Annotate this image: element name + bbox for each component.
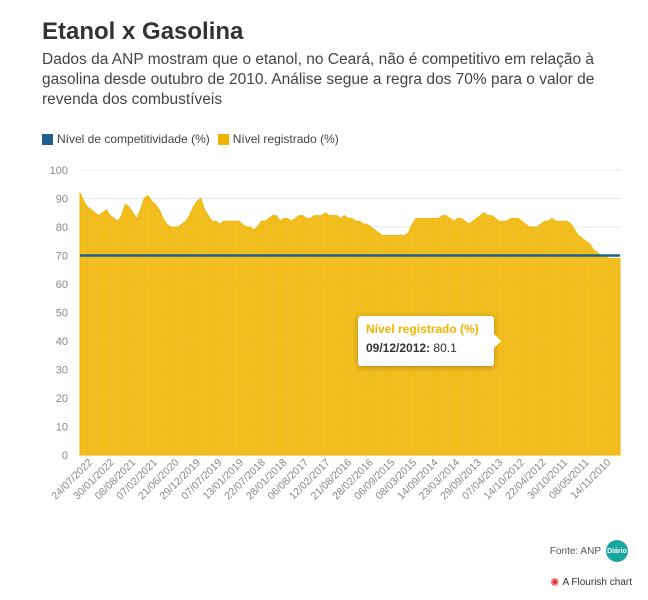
y-tick-label: 90 <box>56 194 68 206</box>
legend-label-competitividade: Nível de competitividade (%) <box>57 132 210 146</box>
y-tick-label: 100 <box>50 165 68 177</box>
y-tick-label: 40 <box>56 336 68 348</box>
tooltip-date: 09/12/2012: <box>366 341 431 355</box>
y-tick-label: 50 <box>56 308 68 320</box>
y-tick-label: 20 <box>56 393 68 405</box>
flourish-label: A Flourish chart <box>562 577 632 588</box>
source-credit: Fonte: ANP Diário <box>550 540 628 562</box>
legend-label-registrado: Nível registrado (%) <box>232 132 339 146</box>
y-tick-label: 70 <box>56 251 68 263</box>
legend-swatch-registrado <box>217 133 229 145</box>
y-tick-label: 10 <box>56 422 68 434</box>
y-tick-label: 60 <box>56 279 68 291</box>
legend-item-competitividade[interactable]: Nível de competitividade (%) <box>42 132 210 146</box>
tooltip-title: Nível registrado (%) <box>366 322 479 336</box>
chart-title: Etanol x Gasolina <box>42 18 244 45</box>
area-bar-texture <box>81 170 620 455</box>
legend-swatch-competitividade <box>42 133 53 145</box>
chart-svg[interactable]: 010203040506070809010024/07/202230/01/20… <box>0 155 648 530</box>
source-label: Fonte: ANP <box>549 545 601 557</box>
y-tick-label: 30 <box>56 365 68 377</box>
y-tick-label: 80 <box>56 222 68 234</box>
legend-item-registrado[interactable]: Nível registrado (%) <box>217 132 339 146</box>
tooltip-value: 80.1 <box>433 341 457 355</box>
legend: Nível de competitividade (%) Nível regis… <box>42 132 347 146</box>
area-series-registrado[interactable] <box>79 192 621 456</box>
flourish-credit[interactable]: ✺ A Flourish chart <box>550 576 632 589</box>
chart-tooltip: Nível registrado (%) 09/12/2012: 80.1 <box>358 316 501 366</box>
diario-logo: Diário <box>606 540 628 562</box>
flourish-logo-icon: ✺ <box>550 577 560 589</box>
chart-subtitle: Dados da ANP mostram que o etanol, no Ce… <box>42 51 595 108</box>
y-tick-label: 0 <box>62 450 68 462</box>
